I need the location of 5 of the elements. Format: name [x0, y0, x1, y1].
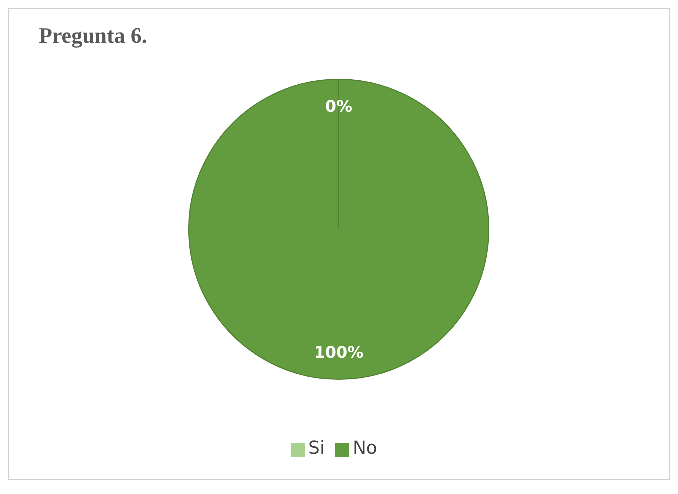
chart-title: Pregunta 6. [38, 22, 148, 49]
text: 0% [325, 97, 353, 116]
data-label: 100% [314, 343, 364, 362]
legend-label: Si [308, 438, 325, 459]
legend-label: No [352, 438, 378, 459]
